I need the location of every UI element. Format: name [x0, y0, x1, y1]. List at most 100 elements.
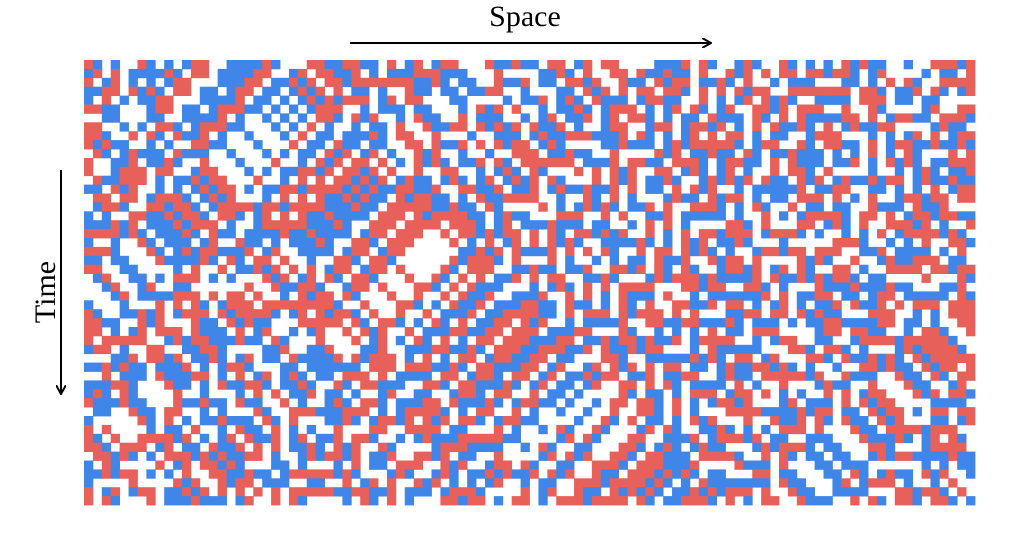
cell [92, 380, 103, 390]
cell [342, 220, 352, 230]
cell [360, 273, 370, 283]
cell [707, 433, 718, 444]
cell [645, 380, 655, 390]
cell [529, 131, 539, 141]
cell [814, 149, 824, 159]
cell [306, 327, 317, 337]
cell [360, 327, 370, 337]
cell [493, 282, 504, 292]
cell [271, 238, 281, 248]
cell [119, 344, 129, 355]
cell [378, 335, 388, 346]
cell [752, 291, 762, 301]
cell [698, 104, 709, 114]
cell [520, 157, 530, 168]
cell [698, 68, 709, 79]
cell [663, 68, 673, 79]
cell [378, 371, 388, 381]
cell [761, 469, 771, 479]
cell [297, 68, 308, 79]
cell [467, 220, 477, 230]
cell [493, 193, 504, 203]
cell [226, 104, 236, 114]
cell [725, 407, 735, 417]
cell [752, 478, 762, 488]
cell [841, 122, 851, 132]
cell [948, 389, 958, 399]
cell [306, 380, 317, 390]
cell [280, 300, 290, 310]
cell [885, 335, 896, 346]
cell [609, 68, 619, 79]
cell [119, 380, 129, 390]
cell [315, 229, 325, 239]
cell [369, 193, 379, 203]
cell [431, 380, 441, 390]
cell [190, 478, 201, 488]
cell [315, 86, 325, 96]
cell [770, 335, 780, 346]
cell [173, 86, 183, 96]
cell [217, 104, 227, 114]
cell [511, 496, 521, 506]
cell [565, 255, 575, 266]
cell [190, 202, 201, 212]
cell [92, 229, 103, 239]
cell [315, 433, 325, 444]
cell [476, 291, 486, 301]
cell [458, 140, 468, 150]
cell [912, 344, 922, 355]
cell [672, 327, 682, 337]
cell [484, 264, 495, 274]
cell [217, 451, 227, 461]
cell [787, 407, 798, 417]
cell [493, 211, 504, 221]
cell [119, 175, 129, 185]
cell [698, 451, 709, 461]
space-label: Space [489, 0, 561, 33]
cell [173, 77, 183, 88]
cell [538, 353, 548, 363]
cell [743, 86, 753, 96]
cell [752, 318, 762, 328]
cell [823, 166, 833, 177]
cell [707, 424, 718, 435]
cell [101, 220, 112, 230]
cell [538, 380, 548, 390]
cell [280, 175, 290, 185]
cell [618, 229, 628, 239]
cell [395, 318, 406, 328]
cell [556, 229, 566, 239]
cell [511, 122, 521, 132]
cell [752, 113, 762, 123]
cell [716, 113, 726, 123]
cell [440, 291, 450, 301]
cell [404, 353, 415, 363]
cell [707, 416, 718, 426]
cell [574, 264, 584, 274]
cell [235, 469, 245, 479]
cell [885, 113, 896, 123]
cell [547, 487, 557, 497]
cell [110, 166, 121, 177]
cell [787, 149, 798, 159]
cell [137, 398, 147, 408]
cell [850, 282, 860, 292]
cell [360, 264, 370, 274]
cell [333, 220, 343, 230]
cell [663, 433, 673, 444]
cell [431, 60, 441, 70]
cell [805, 220, 816, 230]
cell [894, 451, 905, 461]
cell [832, 380, 842, 390]
cell [173, 149, 183, 159]
cell [761, 442, 771, 452]
cell [565, 469, 575, 479]
cell [226, 362, 236, 372]
cell [663, 95, 673, 105]
cell [386, 211, 397, 221]
cell [288, 416, 299, 426]
cell [921, 166, 931, 177]
cell [761, 229, 771, 239]
cell [476, 371, 486, 381]
